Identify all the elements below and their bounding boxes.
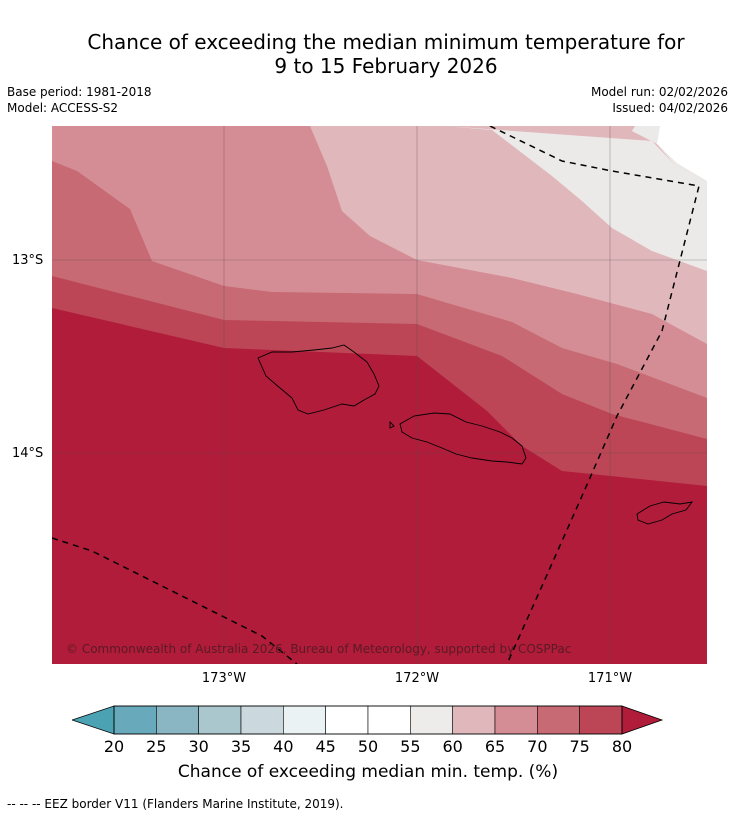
- colorbar-under-arrow: [72, 705, 115, 735]
- colorbar-tick-label: 40: [273, 737, 294, 756]
- model-name: Model: ACCESS-S2: [7, 101, 119, 115]
- chart-title: Chance of exceeding the median minimum t…: [0, 30, 736, 78]
- colorbar-cell: [537, 705, 580, 735]
- colorbar-tick-label: 35: [230, 737, 252, 756]
- colorbar: [72, 705, 664, 735]
- colorbar-label: Chance of exceeding median min. temp. (%…: [177, 762, 559, 782]
- island-savaii: [257, 344, 380, 415]
- colorbar-cell: [410, 705, 453, 735]
- colorbar-tick-label: 45: [315, 737, 336, 756]
- colorbar-tick-label: 60: [442, 737, 463, 756]
- zone-55-60-edge: [445, 126, 707, 271]
- lat-label-14s: 14°S: [12, 446, 44, 461]
- graticule: [52, 126, 707, 664]
- colorbar-cell: [325, 705, 369, 735]
- colorbar-tick-label: 75: [569, 737, 590, 756]
- colorbar-tick-label: 20: [103, 737, 125, 756]
- colorbar-cell: [240, 705, 284, 735]
- eez-legend-note: -- -- -- EEZ border V11 (Flanders Marine…: [7, 797, 344, 811]
- colorbar-tick-label: 70: [527, 737, 548, 756]
- issued-date: Issued: 04/02/2026: [612, 101, 728, 115]
- colorbar-cell: [198, 705, 242, 735]
- eez-border: [52, 126, 700, 664]
- colorbar-cell: [452, 705, 496, 735]
- lat-label-13s: 13°S: [12, 253, 44, 268]
- colorbar-frame: [113, 705, 623, 735]
- probability-map: [52, 126, 707, 664]
- base-period: Base period: 1981-2018: [7, 85, 152, 99]
- colorbar-cell: [113, 705, 157, 735]
- title-line-1: Chance of exceeding the median minimum t…: [87, 30, 685, 54]
- island-manono: [389, 420, 395, 429]
- colorbar-tick-label: 25: [146, 737, 167, 756]
- colorbar-tick-label: 55: [400, 737, 421, 756]
- island-tutuila: [636, 501, 694, 525]
- colorbar-cell: [494, 705, 538, 735]
- colorbar-cell: [283, 705, 326, 735]
- colorbar-tick-label: 30: [188, 737, 209, 756]
- lon-label-171w: 171°W: [587, 671, 633, 686]
- eez-border-east: [489, 126, 700, 664]
- colorbar-cell: [156, 705, 199, 735]
- colorbar-tick-label: 50: [357, 737, 379, 756]
- colorbar-cells: [113, 705, 623, 735]
- colorbar-tick-label: 65: [484, 737, 506, 756]
- map-corner-blank: [657, 126, 707, 181]
- eez-border-south: [52, 537, 298, 664]
- lon-label-173w: 173°W: [201, 671, 247, 686]
- lon-label-172w: 172°W: [394, 671, 440, 686]
- meta-left: Base period: 1981-2018 Model: ACCESS-S2: [7, 84, 152, 116]
- islands: [257, 344, 694, 525]
- colorbar-cell: [367, 705, 411, 735]
- colorbar-over-arrow: [621, 705, 664, 735]
- model-run: Model run: 02/02/2026: [590, 85, 728, 99]
- copyright-note: © Commonwealth of Australia 2026, Bureau…: [66, 642, 572, 656]
- colorbar-cell: [579, 705, 623, 735]
- meta-right: Model run: 02/02/2026 Issued: 04/02/2026: [591, 84, 728, 116]
- colorbar-tick-label: 80: [611, 737, 633, 756]
- title-line-2: 9 to 15 February 2026: [274, 54, 498, 78]
- island-upolu: [399, 412, 527, 465]
